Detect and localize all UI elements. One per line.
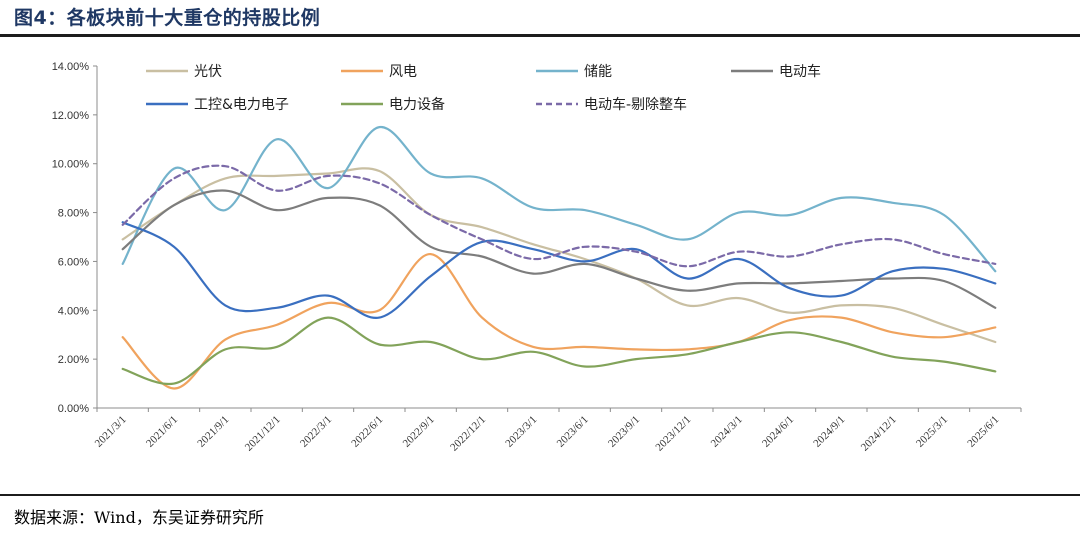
series-line-3	[121, 189, 997, 309]
figure-title: 图4：各板块前十大重仓的持股比例	[14, 7, 321, 29]
series-line-2	[121, 125, 997, 273]
legend-label-5: 电力设备	[389, 96, 445, 113]
legend-label-6: 电动车-剔除整车	[584, 96, 687, 113]
y-tick-label: 14.00%	[52, 61, 90, 73]
x-tick-label: 2023/6/1	[555, 414, 591, 450]
series-line-4	[121, 221, 997, 319]
y-tick-label: 2.00%	[58, 354, 89, 366]
legend-label-0: 光伏	[194, 64, 222, 80]
x-tick-label: 2022/3/1	[298, 414, 334, 450]
legend-label-1: 风电	[389, 64, 417, 80]
x-tick-label: 2022/6/1	[349, 414, 385, 450]
x-tick-label: 2024/6/1	[760, 414, 796, 450]
x-tick-label: 2022/12/1	[448, 414, 488, 454]
x-tick-label: 2023/3/1	[503, 414, 539, 450]
legend-label-3: 电动车	[779, 63, 821, 80]
series-line-0	[121, 167, 997, 344]
x-tick-label: 2021/3/1	[93, 414, 129, 450]
series-line-1	[121, 252, 997, 390]
y-tick-label: 12.00%	[52, 110, 90, 122]
series-line-6	[121, 164, 997, 268]
x-tick-label: 2025/3/1	[914, 414, 950, 450]
series-line-5	[121, 316, 997, 386]
top-rule	[0, 34, 1080, 37]
x-tick-label: 2022/9/1	[401, 414, 437, 450]
x-tick-label: 2025/6/1	[965, 414, 1001, 450]
y-tick-label: 8.00%	[58, 208, 89, 220]
y-tick-label: 10.00%	[52, 159, 90, 171]
series-lines	[121, 125, 997, 390]
x-tick-label: 2023/12/1	[653, 414, 693, 454]
x-tick-label: 2021/6/1	[144, 414, 180, 450]
x-tick-label: 2021/9/1	[195, 414, 231, 450]
x-tick-label: 2024/9/1	[811, 414, 847, 450]
x-tick-label: 2023/9/1	[606, 414, 642, 450]
x-tick-label: 2024/3/1	[709, 414, 745, 450]
bottom-rule	[0, 494, 1080, 496]
x-tick-label: 2024/12/1	[859, 414, 899, 454]
y-tick-label: 4.00%	[58, 305, 89, 317]
y-tick-label: 0.00%	[58, 403, 89, 415]
x-tick-label: 2021/12/1	[243, 414, 283, 454]
axes: 0.00% 2.00% 4.00% 6.00% 8.00% 10.00% 12.00% 14.…	[52, 61, 1022, 454]
y-tick-label: 6.00%	[58, 256, 89, 268]
source-note: 数据来源：Wind，东吴证券研究所	[14, 508, 264, 527]
line-chart: 0.00% 2.00% 4.00% 6.00% 8.00% 10.00% 12.00% 14.…	[52, 61, 1022, 454]
legend-label-4: 工控&电力电子	[194, 97, 289, 113]
legend-label-2: 储能	[584, 64, 612, 80]
